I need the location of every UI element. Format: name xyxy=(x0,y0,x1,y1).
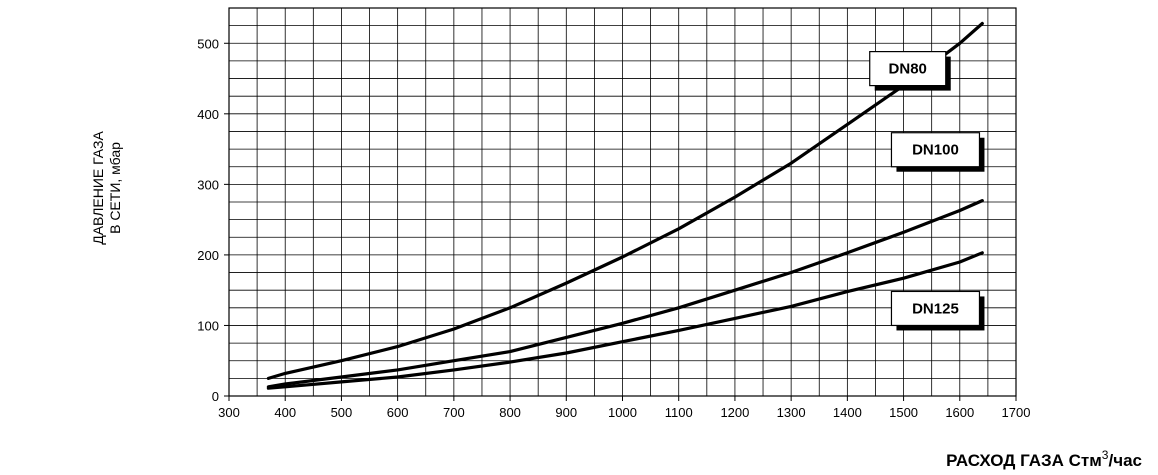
y-tick-label: 400 xyxy=(197,107,219,122)
y-axis-label-line-2: В СЕТИ, мбар xyxy=(107,142,123,234)
y-axis-label-line-1: ДАВЛЕНИЕ ГАЗА xyxy=(90,131,106,245)
x-tick-label: 400 xyxy=(274,405,296,420)
x-tick-label: 1400 xyxy=(833,405,862,420)
x-tick-label: 1000 xyxy=(608,405,637,420)
label-text: DN100 xyxy=(912,142,959,159)
y-tick-label: 0 xyxy=(212,389,219,404)
series-line-dn80 xyxy=(266,21,984,380)
y-tick-label: 300 xyxy=(197,177,219,192)
label-text: DN125 xyxy=(912,300,959,317)
y-tick-label: 200 xyxy=(197,248,219,263)
x-tick-label: 500 xyxy=(331,405,353,420)
label-box xyxy=(890,132,981,168)
x-axis-label-superscript: 3 xyxy=(1102,448,1109,462)
x-tick-label: 600 xyxy=(387,405,409,420)
y-axis-label: ДАВЛЕНИЕ ГАЗА В СЕТИ, мбар xyxy=(90,131,123,245)
x-tick-label: 800 xyxy=(499,405,521,420)
label-box xyxy=(869,50,947,87)
x-tick-label: 1300 xyxy=(777,405,806,420)
y-tick-label: 500 xyxy=(197,36,219,51)
x-tick-labels: 300 400 500 600 700 800 900 1000 1100 1200 1300 140… xyxy=(218,405,1030,420)
label-box xyxy=(890,290,981,327)
x-axis-label-suffix: /час xyxy=(1108,451,1142,470)
chart-axes xyxy=(224,7,1017,401)
x-axis-label-main: РАСХОД ГАЗА Стм xyxy=(946,451,1102,470)
series-label-dn125: DN125 xyxy=(890,290,985,331)
x-tick-label: 1200 xyxy=(720,405,749,420)
label-text: DN80 xyxy=(889,61,927,78)
y-tick-label: 100 xyxy=(197,318,219,333)
chart-grid xyxy=(228,7,1017,397)
data-series xyxy=(266,21,984,390)
x-tick-label: 300 xyxy=(218,405,240,420)
y-tick-labels: 0 100 200 300 400 500 xyxy=(197,36,219,404)
x-tick-label: 1700 xyxy=(1002,405,1031,420)
series-label-dn80: DN80 xyxy=(869,50,951,91)
series-line-dn125 xyxy=(266,251,984,390)
x-tick-label: 1600 xyxy=(945,405,974,420)
x-tick-label: 700 xyxy=(443,405,465,420)
x-tick-label: 1500 xyxy=(889,405,918,420)
x-tick-label: 900 xyxy=(555,405,577,420)
x-tick-label: 1100 xyxy=(665,405,693,420)
x-axis-label: РАСХОД ГАЗА Стм3/час xyxy=(946,448,1142,470)
series-label-dn100: DN100 xyxy=(890,132,985,172)
series-labels: DN80 DN100 DN125 xyxy=(869,50,985,331)
series-line-dn100 xyxy=(266,199,984,389)
